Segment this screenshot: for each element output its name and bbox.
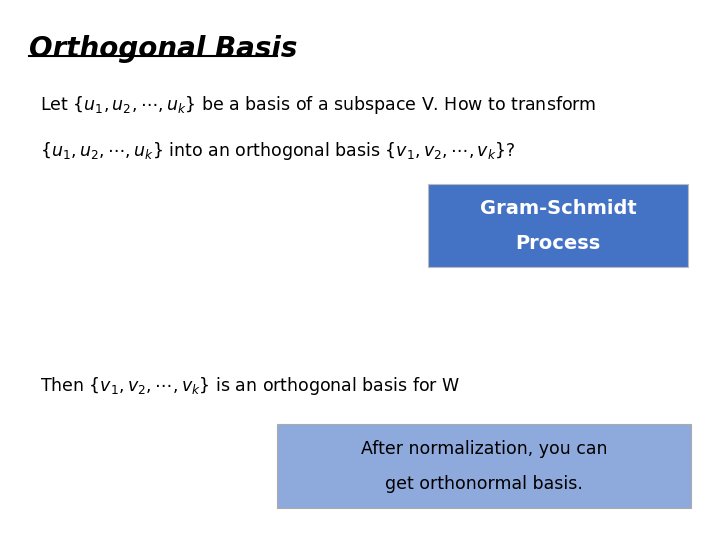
Text: Then $\{v_1, v_2, \cdots, v_k\}$ is an orthogonal basis for W: Then $\{v_1, v_2, \cdots, v_k\}$ is an o… (40, 375, 459, 397)
Text: get orthonormal basis.: get orthonormal basis. (385, 475, 583, 493)
FancyBboxPatch shape (277, 424, 691, 508)
Text: Let $\{u_1, u_2, \cdots, u_k\}$ be a basis of a subspace V. How to transform: Let $\{u_1, u_2, \cdots, u_k\}$ be a bas… (40, 94, 596, 117)
FancyBboxPatch shape (428, 184, 688, 267)
Text: After normalization, you can: After normalization, you can (361, 440, 608, 458)
Text: Process: Process (516, 234, 600, 253)
Text: $\{u_1, u_2, \cdots, u_k\}$ into an orthogonal basis $\{v_1, v_2, \cdots, v_k\}$: $\{u_1, u_2, \cdots, u_k\}$ into an orth… (40, 140, 516, 163)
Text: Orthogonal Basis: Orthogonal Basis (29, 35, 297, 63)
Text: Gram-Schmidt: Gram-Schmidt (480, 199, 636, 218)
